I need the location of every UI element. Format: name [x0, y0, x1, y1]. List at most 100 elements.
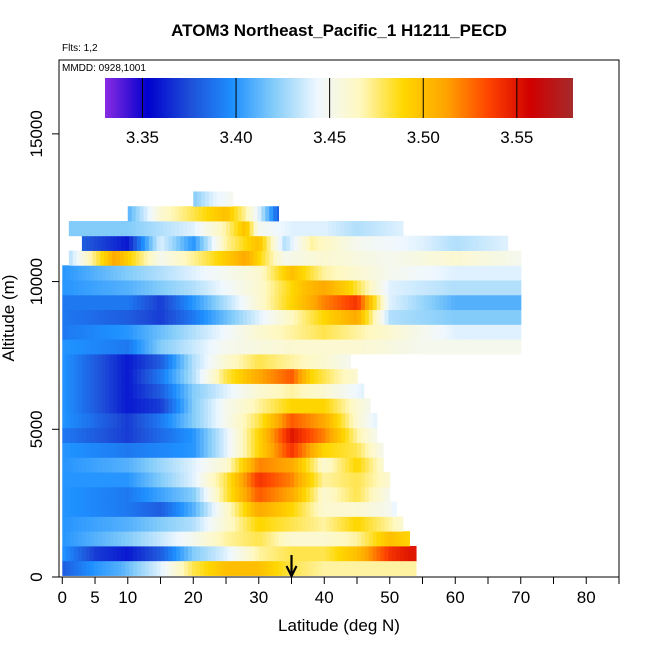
heatmap-cell [353, 339, 358, 355]
heatmap-cell [184, 516, 189, 532]
heatmap-row [62, 501, 397, 517]
heatmap-cell [246, 309, 252, 325]
heatmap-cell [305, 294, 311, 311]
heatmap-cell [516, 250, 522, 266]
heatmap-cell [125, 545, 130, 562]
heatmap-cell [269, 221, 274, 237]
heatmap-cell [278, 472, 283, 488]
heatmap-cell [81, 560, 87, 576]
heatmap-cell [117, 413, 122, 429]
heatmap-cell [408, 531, 411, 547]
heatmap-cell [290, 472, 295, 488]
heatmap-cell [226, 206, 231, 222]
heatmap-cell [345, 531, 350, 547]
heatmap-cell [85, 280, 91, 296]
heatmap-cell [329, 294, 335, 311]
heatmap-cell [250, 294, 256, 311]
heatmap-cell [266, 427, 272, 443]
heatmap-cell [219, 339, 224, 355]
heatmap-cell [431, 280, 437, 296]
heatmap-cell [341, 280, 346, 296]
heatmap-cell [74, 280, 79, 296]
heatmap-row [62, 339, 522, 355]
heatmap-cell [286, 309, 291, 325]
heatmap-cell [115, 250, 121, 266]
heatmap-cell [62, 353, 67, 370]
heatmap-cell [89, 516, 95, 532]
heatmap-cell [109, 368, 114, 384]
heatmap-cell [180, 413, 185, 429]
heatmap-cell [168, 545, 173, 562]
heatmap-cell [333, 457, 338, 473]
heatmap-cell [129, 560, 134, 576]
heatmap-cell [89, 398, 95, 414]
heatmap-cell [160, 368, 166, 384]
heatmap-cell [70, 339, 75, 355]
heatmap-cell [172, 427, 177, 443]
heatmap-cell [246, 383, 252, 399]
heatmap-cell [392, 560, 397, 576]
heatmap-cell [398, 221, 404, 237]
heatmap-cell [250, 457, 256, 473]
heatmap-cell [506, 294, 511, 311]
heatmap-cell [184, 398, 189, 414]
heatmap-cell [246, 235, 252, 251]
heatmap-cell [113, 531, 118, 547]
heatmap-cell [105, 294, 111, 311]
heatmap-row [62, 545, 417, 562]
heatmap-cell [490, 309, 496, 325]
heatmap-cell [349, 294, 354, 311]
y-axis-title: Altitude (m) [0, 275, 18, 362]
heatmap-cell [112, 221, 117, 237]
heatmap-cell [215, 339, 221, 355]
heatmap-cell [97, 501, 103, 517]
heatmap-cell [66, 457, 71, 473]
x-tick-label: 0 [58, 588, 67, 607]
heatmap-cell [250, 235, 256, 251]
heatmap-cell [349, 427, 354, 443]
heatmap-cell [274, 353, 280, 370]
heatmap-row [193, 191, 234, 207]
heatmap-cell [195, 294, 201, 311]
heatmap-cell [388, 531, 393, 547]
heatmap-cell [105, 368, 111, 384]
heatmap-cell [85, 309, 91, 325]
heatmap-cell [489, 250, 494, 266]
heatmap-cell [206, 206, 211, 222]
heatmap-cell [290, 383, 295, 399]
heatmap-cell [262, 265, 268, 281]
heatmap-cell [140, 309, 146, 325]
heatmap-cell [74, 265, 79, 281]
heatmap-cell [442, 250, 447, 266]
heatmap-cell [207, 531, 213, 547]
heatmap-cell [427, 280, 433, 296]
heatmap-cell [501, 250, 506, 266]
heatmap-cell [136, 516, 142, 532]
heatmap-cell [305, 427, 311, 443]
heatmap-cell [109, 545, 114, 562]
heatmap-cell [360, 413, 366, 429]
heatmap-cell [148, 516, 154, 532]
heatmap-cell [333, 545, 338, 562]
heatmap-cell [357, 339, 362, 355]
heatmap-cell [203, 427, 209, 443]
heatmap-cell [231, 560, 236, 576]
heatmap-cell [341, 545, 346, 562]
heatmap-cell [345, 265, 350, 281]
heatmap-cell [439, 339, 445, 355]
heatmap-cell [227, 339, 232, 355]
heatmap-cell [109, 309, 114, 325]
heatmap-cell [412, 339, 417, 355]
heatmap-cell [220, 191, 226, 207]
heatmap-cell [435, 265, 441, 281]
heatmap-cell [164, 280, 169, 296]
heatmap-cell [298, 339, 303, 355]
heatmap-cell [199, 472, 205, 488]
heatmap-cell [85, 324, 91, 340]
heatmap-cell [274, 501, 280, 517]
heatmap-cell [184, 413, 189, 429]
heatmap-cell [284, 221, 290, 237]
heatmap-cell [380, 560, 386, 576]
heatmap-cell [77, 309, 83, 325]
heatmap-cell [274, 324, 280, 340]
